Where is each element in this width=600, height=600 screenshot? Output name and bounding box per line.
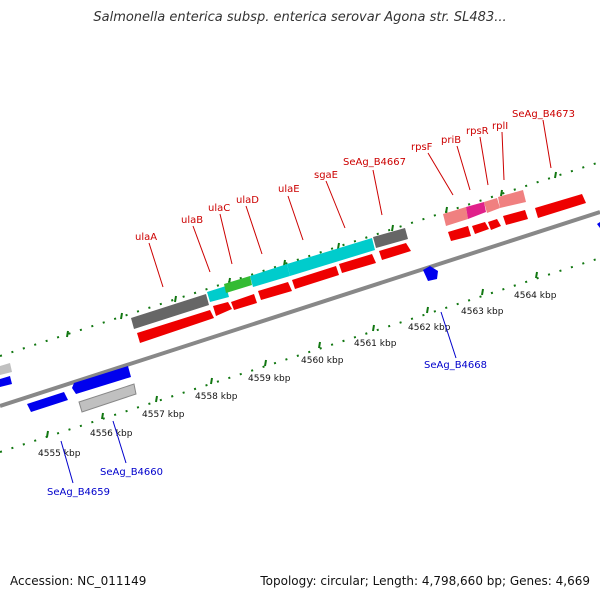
gene-block-right-edge (597, 222, 600, 228)
upper-scale-line (0, 161, 600, 357)
gene-block-sgaE (373, 228, 408, 248)
gene-label-SeAg_B4668: SeAg_B4668 (424, 360, 487, 371)
gene-label-ulaA: ulaA (135, 232, 157, 243)
map-title: Salmonella enterica subsp. enterica sero… (93, 10, 507, 25)
gene-block-priB (466, 202, 486, 219)
gene-block-red-11 (503, 210, 528, 225)
bottom-label-connectors (60, 311, 457, 484)
gene-label-rpsF: rpsF (411, 142, 433, 153)
gene-block-red-9 (472, 222, 489, 234)
gene-label-SeAg_B4660: SeAg_B4660 (100, 467, 163, 478)
gene-block-ulaE (287, 238, 375, 276)
accession-label: Accession: NC_011149 (10, 574, 147, 588)
gene-block-blue-a (72, 366, 131, 394)
kbp-label-4564: 4564 kbp (514, 291, 557, 301)
gene-block-rpsF (443, 207, 468, 226)
gene-label-SeAg_B4673: SeAg_B4673 (512, 109, 575, 120)
gene-block-rpsR (484, 198, 500, 213)
lower-major-ticks (46, 271, 538, 438)
gene-block-red-4 (258, 282, 292, 300)
gene-block-edge-blue (0, 376, 12, 387)
gene-block-edge-gray (0, 363, 12, 375)
kbp-label-4558: 4558 kbp (195, 392, 238, 402)
gene-block-red-6 (339, 254, 376, 273)
forward-strand-features (131, 190, 586, 343)
gene-label-rplI: rplI (492, 121, 508, 132)
genome-backbone (0, 210, 600, 408)
gene-block-red-2 (213, 302, 232, 316)
gene-label-rpsR: rpsR (466, 126, 489, 137)
kbp-label-4560: 4560 kbp (301, 356, 344, 366)
kbp-label-4563: 4563 kbp (461, 307, 504, 317)
gene-block-ulaD (250, 264, 290, 287)
gene-block-SeAg_B4668 (423, 266, 438, 281)
gene-block-red-3 (231, 294, 257, 310)
gene-label-ulaC: ulaC (208, 203, 230, 214)
gene-block-red-10 (488, 219, 501, 230)
kbp-label-4559: 4559 kbp (248, 374, 291, 384)
gene-block-red-5 (292, 266, 339, 289)
gene-block-red-1 (137, 310, 214, 343)
kbp-label-4556: 4556 kbp (90, 429, 133, 439)
gene-label-ulaE: ulaE (278, 184, 300, 195)
gene-block-SeAg_B4659 (27, 392, 68, 412)
gene-label-SeAg_B4659: SeAg_B4659 (47, 487, 110, 498)
gene-label-ulaB: ulaB (181, 215, 203, 226)
gene-block-ulaB (207, 286, 229, 302)
gene-block-SeAg_B4660 (78, 383, 137, 413)
topology-summary: Topology: circular; Length: 4,798,660 bp… (260, 574, 590, 588)
gene-block-rplI (498, 190, 526, 208)
gene-label-priB: priB (441, 135, 461, 146)
gene-label-ulaD: ulaD (236, 195, 259, 206)
gene-block-red-12 (535, 194, 586, 218)
top-label-connectors (148, 119, 552, 288)
gene-label-sgaE: sgaE (314, 170, 338, 181)
kbp-label-4555: 4555 kbp (38, 449, 81, 459)
gene-label-SeAg_B4667: SeAg_B4667 (343, 157, 406, 168)
gene-block-ulaC (224, 276, 252, 293)
kbp-label-4562: 4562 kbp (408, 323, 451, 333)
reverse-strand-features (0, 222, 600, 413)
gene-block-ulaA (131, 294, 209, 329)
kbp-label-4561: 4561 kbp (354, 339, 397, 349)
kbp-label-4557: 4557 kbp (142, 410, 185, 420)
gene-block-red-7 (379, 243, 411, 260)
gene-block-red-8 (448, 226, 471, 241)
